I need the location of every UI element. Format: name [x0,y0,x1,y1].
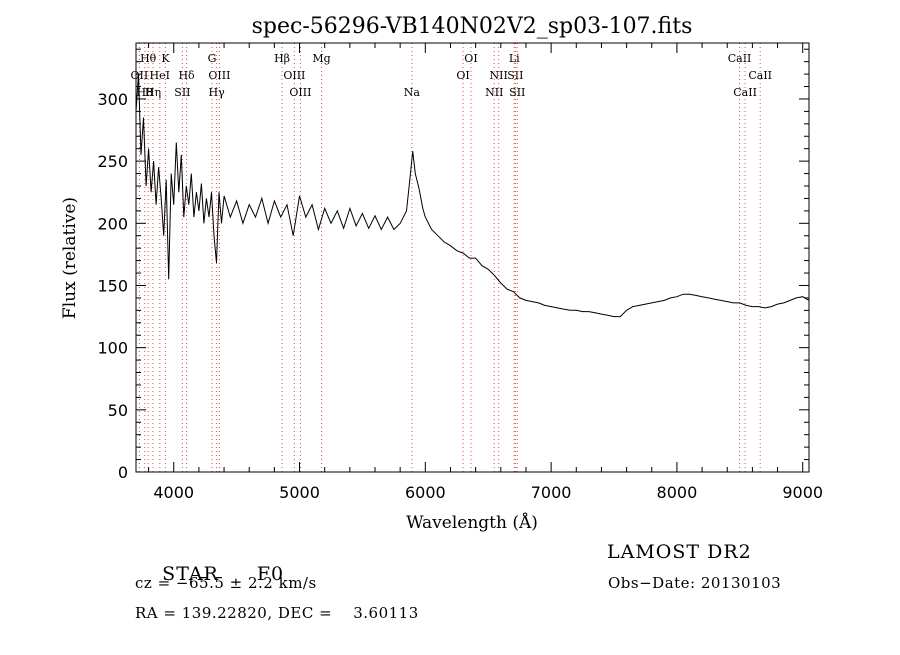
axis-layer: 4000 5000 6000 7000 8000 9000 0 50 100 150 200 250 3… [97,43,823,502]
line-marker-label: Hθ [140,52,157,65]
line-marker-label: CaII [748,69,772,82]
obs-date-text: Obs−Date: 20130103 [608,574,782,592]
y-tick-label: 0 [118,463,128,482]
subclass-value: F0 [256,563,285,585]
x-tick-label: 7000 [531,483,572,502]
line-marker-label: Hδ [178,69,195,82]
object-class-value: STAR [162,563,219,585]
x-tick-label: 5000 [279,483,320,502]
coordinates-text: RA = 139.22820, DEC = 3.60113 [135,604,419,622]
line-marker-label: SII [174,86,190,99]
line-marker-label: SII [509,86,525,99]
line-marker-label: Hγ [209,86,226,99]
object-class: STAR F0 [134,541,284,607]
line-marker-label: OIII [289,86,311,99]
velocity-text: cz = −65.5 ± 2.2 km/s [135,574,317,592]
line-marker-label: Mg [312,52,330,65]
line-marker-label: NII [485,86,503,99]
line-marker-label: CaII [728,52,752,65]
line-marker-label: Hβ [274,52,290,65]
spectrum-series-line [135,74,810,318]
line-marker-label: HeI [150,69,170,82]
line-marker-label: NII [490,69,508,82]
line-marker-label: OI [464,52,477,65]
y-tick-label: 100 [97,339,128,358]
y-axis-label: Flux (relative) [60,197,80,319]
line-marker-label: H8 [137,86,154,99]
line-marker-label: SII [507,69,523,82]
chart-title: spec-56296-VB140N02V2_sp03-107.fits [252,14,693,39]
line-marker-label: G [208,52,217,65]
series-layer [135,74,810,318]
x-tick-label: 8000 [657,483,698,502]
line-marker-label: Li [509,52,520,65]
line-marker-label: OI [456,69,469,82]
x-tick-label: 4000 [153,483,194,502]
x-tick-label: 9000 [782,483,823,502]
line-marker-label: Hη [145,86,161,99]
line-marker-label: OIII [283,69,305,82]
line-marker-label: OIII [208,69,230,82]
line-marker-label: K [161,52,170,65]
x-axis-label: Wavelength (Å) [406,512,538,533]
y-tick-label: 150 [97,276,128,295]
survey-name: LAMOST DR2 [607,541,752,563]
y-tick-label: 200 [97,214,128,233]
y-tick-label: 50 [108,401,128,420]
x-tick-label: 6000 [405,483,446,502]
line-marker-label: OII [131,69,149,82]
line-marker-label: CaII [733,86,757,99]
y-tick-label: 250 [97,152,128,171]
plot-frame [135,42,810,473]
line-marker-label: Na [404,86,421,99]
y-tick-label: 300 [97,90,128,109]
